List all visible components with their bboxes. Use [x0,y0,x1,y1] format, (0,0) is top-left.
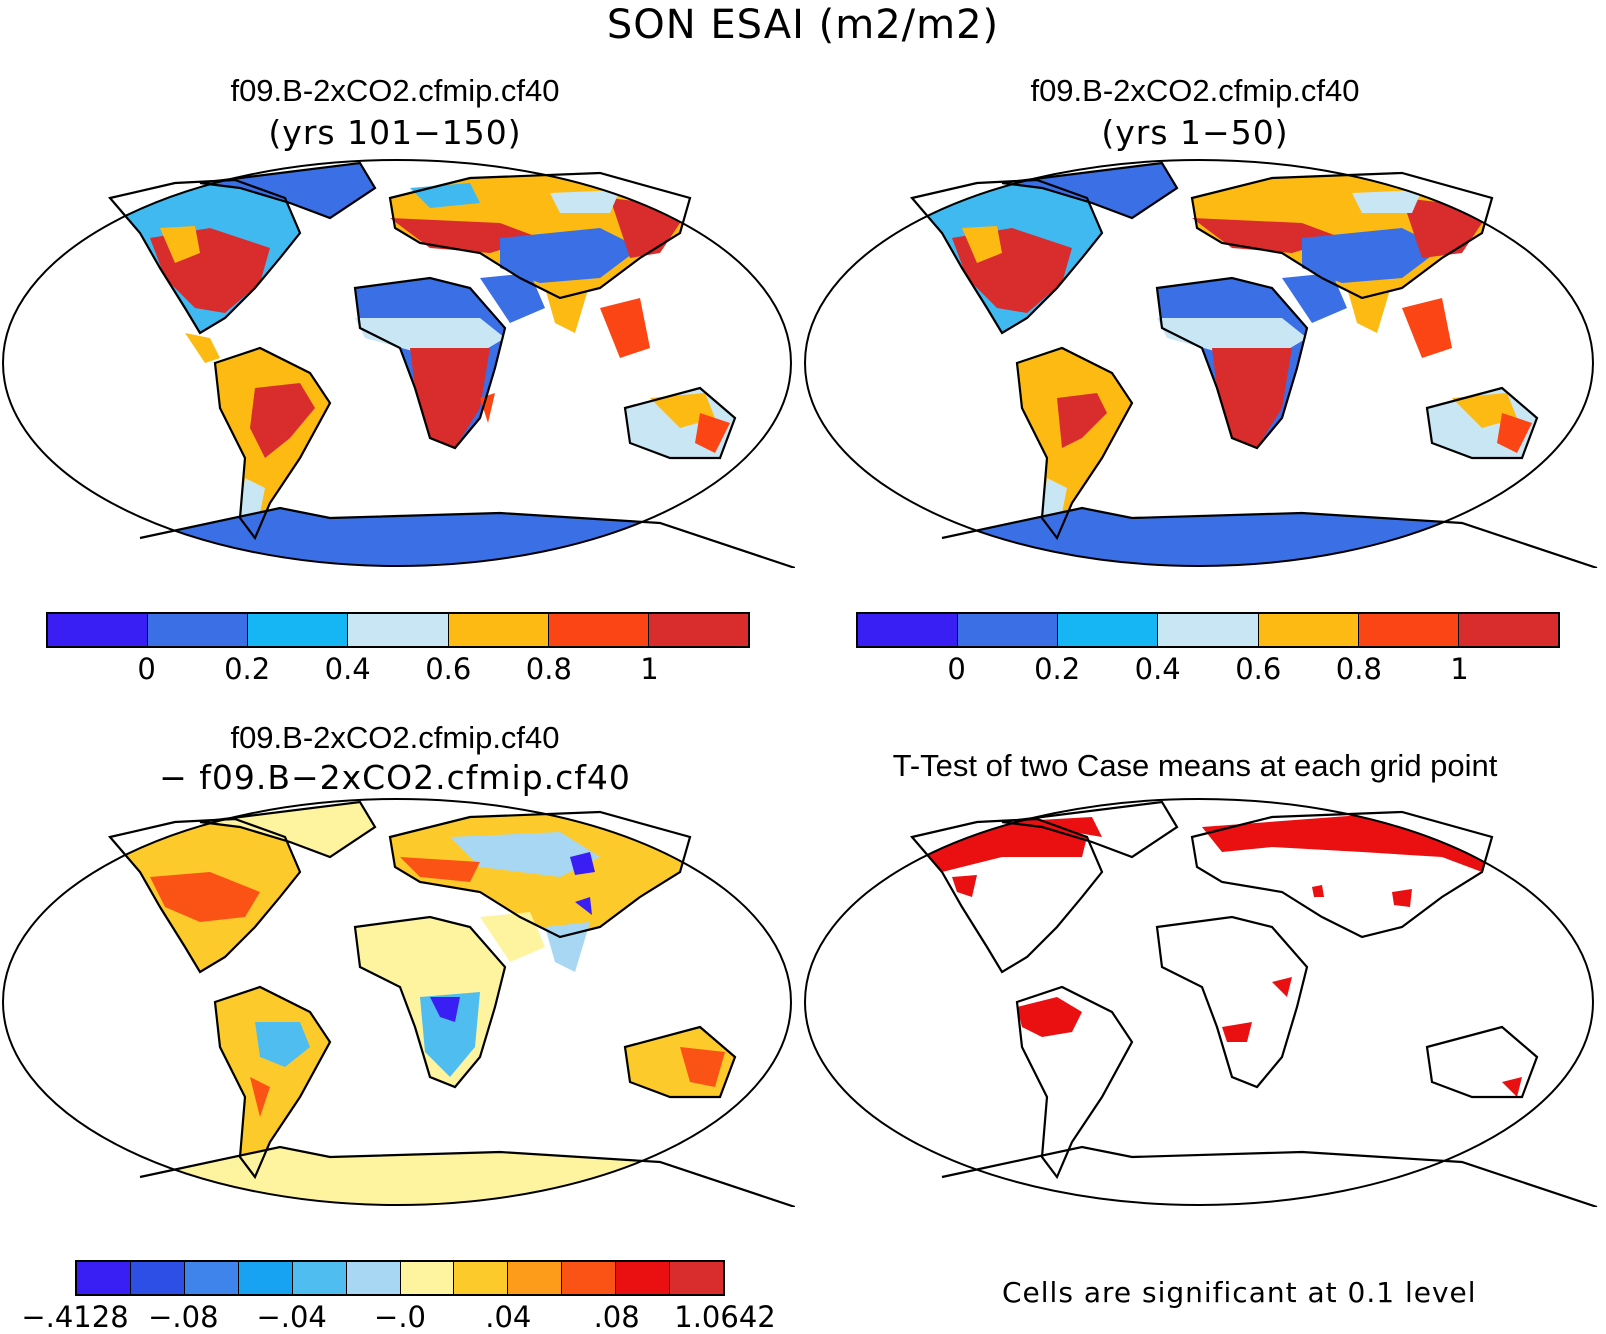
colorbar-tick-label: 0.8 [525,652,572,686]
colorbar-tick-label: 1 [1450,652,1469,686]
colorbar-tick-label: 0 [947,652,966,686]
colorbar-swatch [238,1262,293,1294]
colorbar-tick-label: .08 [593,1300,640,1334]
panel-3-subtitle: − f09.B−2xCO2.cfmip.cf40 [159,758,631,797]
colorbar-swatch [400,1262,455,1294]
coastlines [909,161,1598,568]
colorbar-swatch [1358,614,1459,646]
map-ttest [804,798,1598,1207]
colorbar-tick-label: 0 [137,652,156,686]
colorbar-tick-label: −.04 [256,1300,327,1334]
colorbar-swatch [454,1262,509,1294]
colorbar-tick-label: 0.4 [1134,652,1181,686]
map-frame [804,798,1594,1206]
colorbar-tick-label: −.08 [148,1300,219,1334]
colorbar-swatch [1458,614,1558,646]
coastlines [107,161,795,568]
colorbar-tick-label: 0.2 [224,652,271,686]
colorbar-swatch [348,614,449,646]
colorbar-tick-label: 0.8 [1335,652,1382,686]
colorbar-swatch [292,1262,347,1294]
significance-note: Cells are significant at 0.1 level [1002,1276,1477,1309]
colorbar-tick-label: −.4128 [21,1300,129,1334]
coastlines [909,800,1598,1207]
colorbar-swatch [858,614,959,646]
colorbar-swatch [346,1262,401,1294]
colorbar-swatch [148,614,249,646]
colorbar-abs-left [46,612,750,648]
coastlines [107,800,795,1207]
colorbar-swatch [562,1262,617,1294]
colorbar-tick-label: 1.0642 [674,1300,776,1334]
colorbar-swatch [48,614,149,646]
colorbar-swatch [1158,614,1259,646]
significant-cells [912,812,1522,1097]
panel-2-subtitle: (yrs 1−50) [1101,113,1289,152]
colorbar-swatch [958,614,1059,646]
colorbar-swatch [1058,614,1159,646]
colorbar-tick-label: 0.6 [1235,652,1282,686]
map-frame [2,159,792,567]
colorbar-swatch [1258,614,1359,646]
colorbar-tick-label: 0.6 [425,652,472,686]
map-abs-late [2,159,795,568]
colorbar-swatch [670,1262,724,1294]
colorbar-tick-label: .04 [485,1300,532,1334]
panel-1-title: f09.B-2xCO2.cfmip.cf40 [230,73,560,108]
colorbar-swatch [248,614,349,646]
colorbar-tick-label: 0.4 [324,652,371,686]
colorbar-swatch [184,1262,239,1294]
colorbar-tick-label: −.0 [374,1300,426,1334]
map-abs-early [804,159,1598,568]
map-difference [2,798,795,1207]
land-fields [3,802,791,1205]
colorbar-swatch [130,1262,185,1294]
colorbar-swatch [77,1262,131,1294]
colorbar-swatch [548,614,649,646]
panel-2-title: f09.B-2xCO2.cfmip.cf40 [1030,73,1360,108]
panel-4-title: T-Test of two Case means at each grid po… [892,748,1498,783]
colorbar-tick-label: 1 [640,652,659,686]
colorbar-swatch [448,614,549,646]
map-frame [804,159,1594,567]
colorbar-tick-label: 0.2 [1034,652,1081,686]
panel-1-subtitle: (yrs 101−150) [268,113,522,152]
colorbar-difference [75,1260,725,1296]
colorbar-swatch [616,1262,671,1294]
main-title: SON ESAI (m2/m2) [606,2,1000,48]
map-frame [2,798,792,1206]
colorbar-swatch [648,614,748,646]
colorbar-abs-right [856,612,1560,648]
panel-3-title: f09.B-2xCO2.cfmip.cf40 [230,720,560,755]
colorbar-swatch [508,1262,563,1294]
